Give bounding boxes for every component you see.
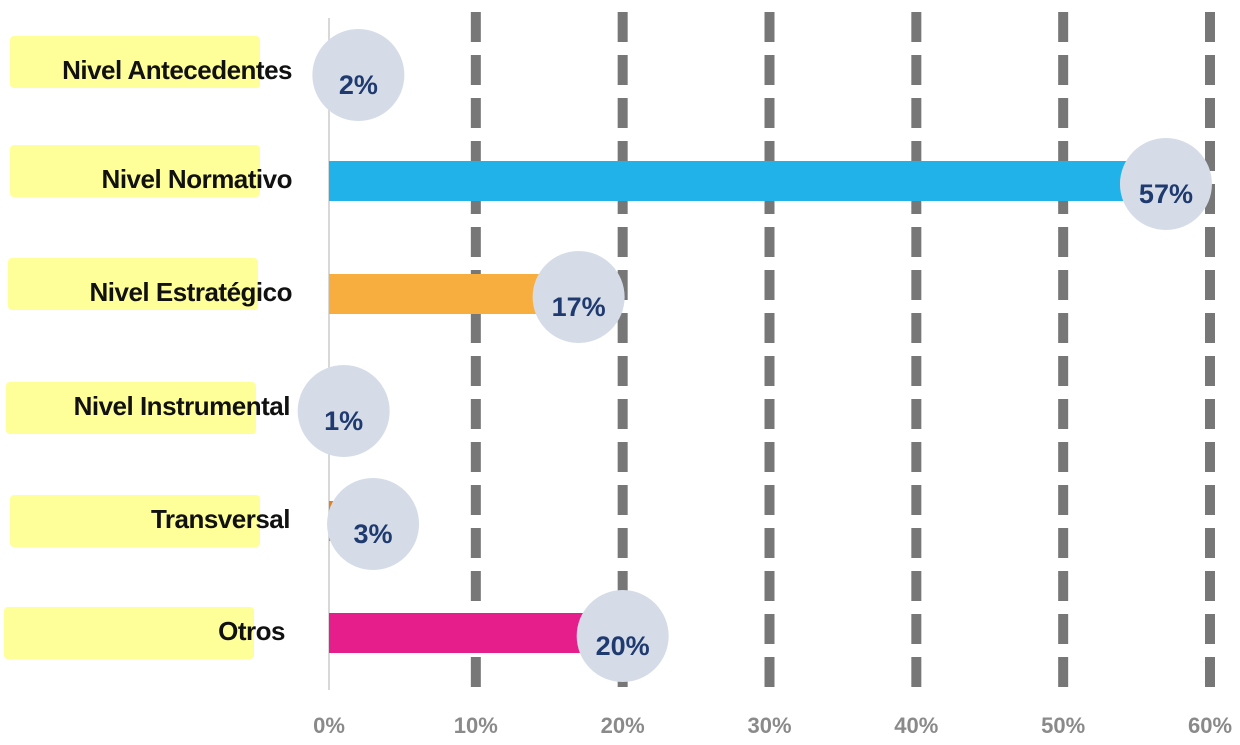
label-highlight (10, 495, 260, 547)
bar (329, 613, 623, 653)
value-bubble (532, 251, 625, 343)
value-bubble (327, 478, 420, 570)
value-bubble (576, 590, 669, 682)
value-bubble (297, 365, 390, 457)
x-tick-label: 30% (747, 713, 791, 738)
value-label: 1% (324, 406, 363, 436)
label-highlight (10, 145, 260, 197)
label-highlight (10, 36, 260, 88)
category-label: Otros (218, 616, 285, 646)
value-label: 3% (354, 519, 393, 549)
value-label: 17% (552, 292, 606, 322)
category-label: Transversal (151, 504, 290, 534)
category-label: Nivel Antecedentes (62, 55, 292, 85)
x-tick-label: 50% (1041, 713, 1085, 738)
x-tick-label: 10% (454, 713, 498, 738)
value-bubble (312, 29, 405, 121)
value-bubble (1119, 138, 1212, 230)
label-highlight (6, 382, 256, 434)
bar (329, 161, 1166, 201)
x-tick-label: 0% (313, 713, 345, 738)
category-label: Nivel Normativo (102, 164, 292, 194)
label-highlight (4, 607, 254, 659)
x-tick-label: 40% (894, 713, 938, 738)
x-tick-label: 60% (1188, 713, 1232, 738)
value-label: 20% (596, 631, 650, 661)
x-tick-label: 20% (601, 713, 645, 738)
category-label: Nivel Estratégico (90, 277, 292, 307)
label-highlight (8, 258, 258, 310)
category-label: Nivel Instrumental (74, 391, 290, 421)
value-label: 2% (339, 70, 378, 100)
value-label: 57% (1139, 179, 1193, 209)
